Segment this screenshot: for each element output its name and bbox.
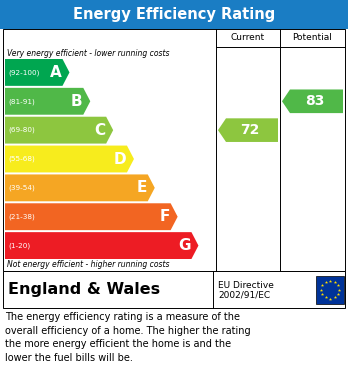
Text: G: G xyxy=(178,238,190,253)
Text: (21-38): (21-38) xyxy=(8,213,35,220)
Text: F: F xyxy=(159,209,169,224)
Polygon shape xyxy=(5,174,155,201)
Polygon shape xyxy=(5,88,90,115)
Polygon shape xyxy=(218,118,278,142)
Polygon shape xyxy=(5,203,177,230)
Text: D: D xyxy=(113,151,126,167)
Text: 83: 83 xyxy=(305,94,324,108)
Text: B: B xyxy=(71,94,82,109)
Text: (92-100): (92-100) xyxy=(8,69,39,76)
Text: (55-68): (55-68) xyxy=(8,156,35,162)
Text: The energy efficiency rating is a measure of the
overall efficiency of a home. T: The energy efficiency rating is a measur… xyxy=(5,312,251,363)
Text: Not energy efficient - higher running costs: Not energy efficient - higher running co… xyxy=(7,260,169,269)
Text: Potential: Potential xyxy=(293,34,332,43)
Text: England & Wales: England & Wales xyxy=(8,282,160,297)
Text: E: E xyxy=(136,180,147,196)
Polygon shape xyxy=(5,232,198,259)
Polygon shape xyxy=(282,90,343,113)
Text: C: C xyxy=(94,123,105,138)
Bar xyxy=(3,271,345,308)
Polygon shape xyxy=(5,117,113,143)
Text: 72: 72 xyxy=(240,123,260,137)
Text: Energy Efficiency Rating: Energy Efficiency Rating xyxy=(73,7,275,22)
Polygon shape xyxy=(5,145,134,172)
Text: A: A xyxy=(50,65,62,80)
Text: (81-91): (81-91) xyxy=(8,98,35,104)
Text: (1-20): (1-20) xyxy=(8,242,30,249)
Text: 2002/91/EC: 2002/91/EC xyxy=(218,290,270,299)
Text: (69-80): (69-80) xyxy=(8,127,35,133)
Text: Current: Current xyxy=(231,34,265,43)
Text: (39-54): (39-54) xyxy=(8,185,35,191)
Polygon shape xyxy=(5,59,70,86)
Bar xyxy=(3,29,345,271)
Bar xyxy=(0,0,348,29)
Text: Very energy efficient - lower running costs: Very energy efficient - lower running co… xyxy=(7,49,169,58)
Text: EU Directive: EU Directive xyxy=(218,281,274,290)
Bar xyxy=(316,276,344,303)
